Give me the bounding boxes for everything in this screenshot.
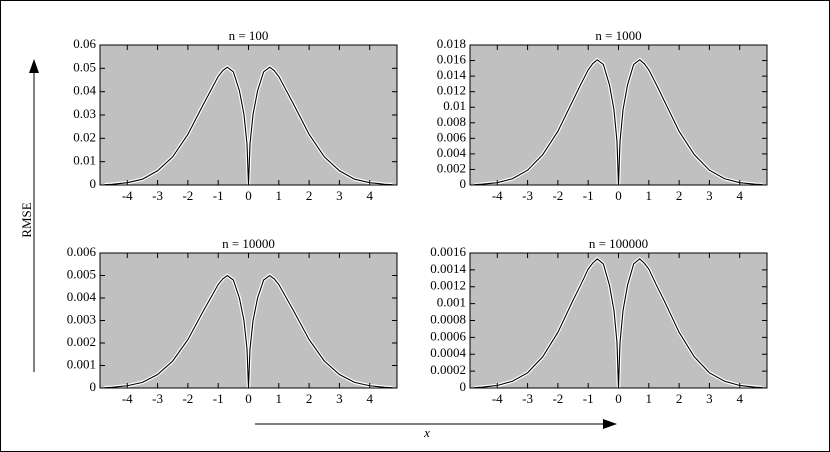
x-tick-label: 3 (706, 391, 713, 406)
y-tick-label: 0.004 (437, 145, 467, 160)
x-tick-label: -1 (213, 188, 224, 203)
x-tick-label: 4 (366, 391, 373, 406)
x-axis-label: x (423, 425, 430, 440)
y-tick-label: 0.0014 (430, 261, 466, 276)
x-tick-label: 4 (736, 391, 743, 406)
x-tick-label: -1 (583, 188, 594, 203)
x-tick-label: -2 (182, 188, 193, 203)
y-tick-label: 0.0012 (430, 278, 466, 293)
x-tick-label: -3 (522, 188, 533, 203)
y-tick-label: 0.006 (437, 129, 467, 144)
x-tick-label: -2 (182, 391, 193, 406)
x-tick-label: -4 (122, 188, 133, 203)
y-tick-label: 0.012 (437, 83, 466, 98)
x-tick-label: 2 (306, 188, 313, 203)
y-tick-label: 0.05 (73, 59, 96, 74)
x-tick-label: 2 (306, 391, 313, 406)
x-tick-label: -2 (552, 391, 563, 406)
x-tick-label: 0 (615, 188, 622, 203)
y-tick-label: 0.003 (67, 311, 96, 326)
y-tick-label: 0.0004 (430, 345, 466, 360)
x-tick-label: -1 (213, 391, 224, 406)
y-tick-label: 0.002 (437, 160, 466, 175)
y-tick-label: 0.06 (73, 36, 96, 51)
x-tick-label: -3 (152, 188, 163, 203)
x-tick-label: -4 (492, 188, 503, 203)
x-tick-label: 4 (366, 188, 373, 203)
plot-border (469, 252, 768, 389)
panel-title: n = 100000 (589, 236, 648, 251)
y-tick-label: 0.01 (73, 153, 96, 168)
y-tick-label: 0.02 (73, 129, 96, 144)
x-tick-label: 1 (276, 188, 283, 203)
x-tick-label: -4 (122, 391, 133, 406)
y-tick-label: 0.014 (437, 67, 467, 82)
x-tick-label: 0 (615, 391, 622, 406)
x-tick-label: 3 (336, 391, 343, 406)
x-tick-label: 3 (706, 188, 713, 203)
y-tick-label: 0.0008 (430, 311, 466, 326)
x-tick-label: 0 (245, 188, 252, 203)
y-tick-label: 0.018 (437, 36, 466, 51)
y-axis-label: RMSE (19, 202, 34, 237)
y-tick-label: 0.001 (67, 356, 96, 371)
y-tick-label: 0.0016 (430, 244, 466, 259)
x-tick-label: -3 (152, 391, 163, 406)
y-tick-label: 0.0002 (430, 362, 466, 377)
x-tick-label: 4 (736, 188, 743, 203)
y-tick-label: 0 (460, 379, 467, 394)
y-tick-label: 0.04 (73, 83, 96, 98)
x-tick-label: 2 (676, 391, 683, 406)
x-tick-label: 2 (676, 188, 683, 203)
y-tick-label: 0.008 (437, 114, 466, 129)
plot-border (99, 44, 398, 186)
x-tick-label: 1 (646, 188, 653, 203)
y-tick-label: 0.005 (67, 266, 96, 281)
y-tick-label: 0.016 (437, 52, 467, 67)
y-tick-label: 0.001 (437, 295, 466, 310)
x-tick-label: 3 (336, 188, 343, 203)
y-tick-label: 0.03 (73, 106, 96, 121)
panel-title: n = 100 (229, 28, 269, 43)
y-tick-label: 0 (90, 176, 97, 191)
panel-title: n = 1000 (595, 28, 641, 43)
x-tick-label: -1 (583, 391, 594, 406)
y-tick-label: 0.004 (67, 289, 97, 304)
plot-border (99, 252, 398, 389)
x-tick-label: 0 (245, 391, 252, 406)
y-tick-label: 0 (90, 379, 97, 394)
x-tick-label: 1 (646, 391, 653, 406)
plot-border (469, 44, 768, 186)
y-tick-label: 0.002 (67, 334, 96, 349)
y-tick-label: 0 (460, 176, 467, 191)
x-tick-label: -3 (522, 391, 533, 406)
panel-title: n = 10000 (222, 236, 275, 251)
y-tick-label: 0.006 (67, 244, 97, 259)
x-tick-label: 1 (276, 391, 283, 406)
y-tick-label: 0.01 (443, 98, 466, 113)
x-tick-label: -2 (552, 188, 563, 203)
y-tick-label: 0.0006 (430, 328, 466, 343)
x-tick-label: -4 (492, 391, 503, 406)
